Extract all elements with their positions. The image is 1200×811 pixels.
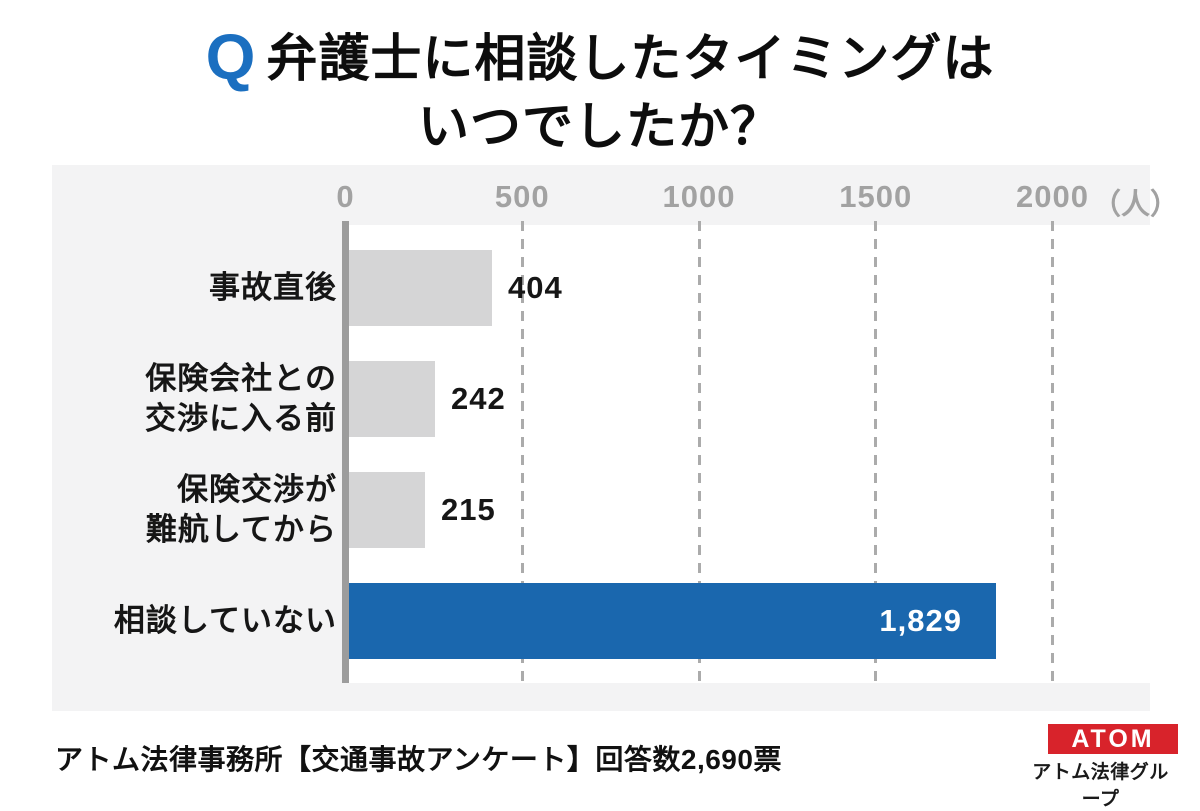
gridline-1000 — [697, 221, 701, 683]
bar-3 — [349, 472, 425, 548]
question-mark-badge: Q — [205, 21, 257, 93]
gridline-500 — [520, 221, 524, 683]
survey-source-text: アトム法律事務所【交通事故アンケート】回答数2,690票 — [55, 744, 782, 775]
category-label-line: 交渉に入る前 — [145, 401, 337, 436]
x-tick-label: 1000 — [662, 179, 736, 214]
category-label-line: 難航してから — [145, 512, 337, 547]
value-label: 215 — [441, 492, 496, 527]
x-axis-unit-label: （人） — [1092, 189, 1180, 221]
category-label-line: 相談していない — [113, 603, 337, 638]
gridline-1500 — [874, 221, 878, 683]
x-tick-label: 0 — [336, 179, 355, 214]
category-label: 保険会社との 交渉に入る前 — [52, 361, 337, 437]
title-line-1: Q 弁護士に相談したタイミングは — [0, 21, 1200, 93]
y-axis-line — [342, 221, 349, 683]
bar-4: 1,829 — [349, 583, 996, 659]
x-tick-label: 500 — [494, 179, 550, 214]
category-label-line: 保険会社との — [145, 361, 337, 396]
value-label: 242 — [451, 381, 506, 416]
atom-logo: ATOM アトム法律グループ — [1023, 724, 1178, 811]
category-label: 相談していない — [52, 583, 337, 659]
atom-logo-subtitle: アトム法律グループ — [1032, 762, 1169, 810]
category-label: 事故直後 — [52, 250, 337, 326]
category-label-line: 保険交渉が — [177, 472, 337, 507]
footer: アトム法律事務所【交通事故アンケート】回答数2,690票 ATOM アトム法律グ… — [55, 724, 1178, 811]
x-tick-label: 1500 — [839, 179, 913, 214]
value-label: 1,829 — [879, 603, 962, 638]
bar-1 — [349, 250, 492, 326]
atom-logo-box: ATOM — [1048, 724, 1178, 754]
title-text-line2: いつでしたか？ — [417, 98, 782, 155]
x-tick-label: 2000 — [1016, 179, 1089, 214]
title-text-line1: 弁護士に相談したタイミングは — [266, 30, 995, 87]
category-label: 保険交渉が難航してから — [52, 472, 337, 548]
gridline-2000 — [1051, 221, 1054, 683]
value-label: 404 — [508, 270, 563, 305]
bar-2 — [349, 361, 435, 437]
category-label-line: 事故直後 — [209, 270, 337, 305]
chart-title: Q 弁護士に相談したタイミングは いつでしたか？ — [0, 21, 1200, 158]
bar-chart-panel: （人） 0 500 1000 1500 2000 事故直後 404 保険会社との 交渉に入る前 2… — [52, 165, 1179, 711]
